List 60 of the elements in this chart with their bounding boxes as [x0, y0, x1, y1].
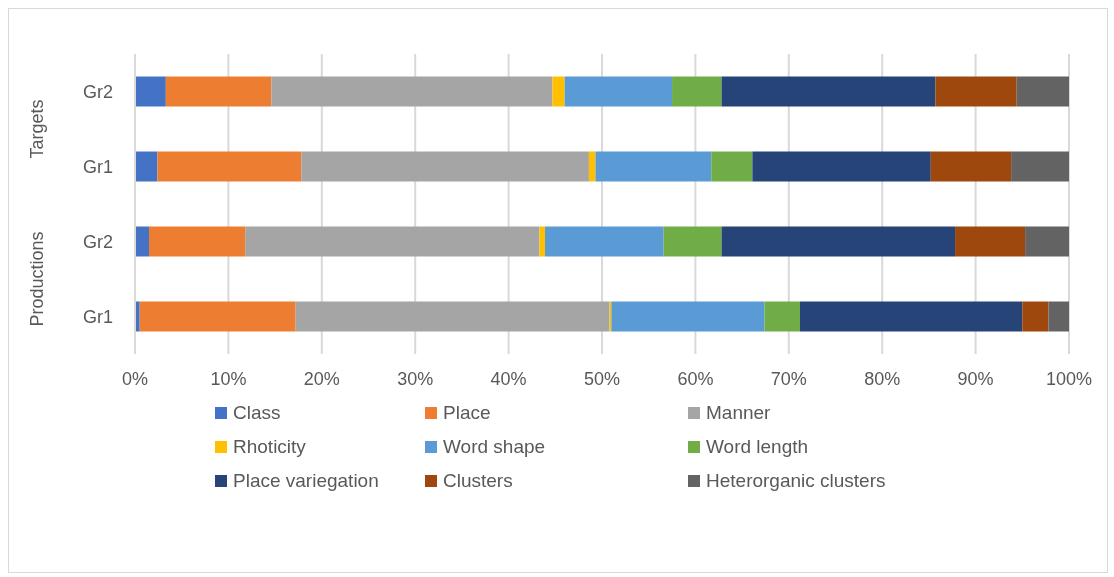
x-tick-label: 0%	[121, 368, 149, 389]
x-tick-label: 50%	[583, 368, 621, 389]
bar	[672, 76, 722, 107]
bar	[588, 151, 596, 182]
x-tick-label: 70%	[770, 368, 807, 389]
x-tick-label: 60%	[677, 368, 714, 389]
x-tick-label: 40%	[490, 368, 527, 389]
legend-label: Word length	[706, 436, 809, 458]
legend-label: Word shape	[443, 436, 546, 458]
legend-label: Clusters	[443, 470, 513, 492]
bar	[611, 301, 765, 332]
legend-label: Place variegation	[233, 470, 379, 492]
legend-label: Place	[443, 402, 491, 424]
bar	[955, 226, 1026, 257]
bar	[595, 151, 712, 182]
bar	[545, 226, 664, 257]
bar	[1022, 301, 1049, 332]
bar	[711, 151, 753, 182]
legend-label: Class	[233, 402, 281, 424]
bar	[552, 76, 565, 107]
x-tick-label: 80%	[864, 368, 901, 389]
x-tick-label: 100%	[1045, 368, 1093, 389]
bar	[752, 151, 931, 182]
bar	[135, 226, 150, 257]
bar	[539, 226, 546, 257]
bar	[1048, 301, 1069, 332]
y-tick-label: Gr1	[82, 156, 113, 177]
text: Targets	[26, 99, 48, 159]
bar	[1011, 151, 1069, 182]
bar	[165, 76, 272, 107]
text: Productions	[26, 231, 48, 327]
y-tick-label: Gr1	[82, 306, 113, 327]
y-tick-label: Gr2	[82, 81, 113, 102]
bar	[663, 226, 722, 257]
bar	[301, 151, 589, 182]
x-tick-label: 10%	[210, 368, 247, 389]
x-tick-label: 30%	[397, 368, 434, 389]
x-tick-label: 20%	[303, 368, 340, 389]
bar	[295, 301, 610, 332]
legend-label: Heterorganic clusters	[706, 470, 886, 492]
legend-label: Rhoticity	[233, 436, 306, 458]
bar	[935, 76, 1017, 107]
bar	[157, 151, 302, 182]
bar	[1025, 226, 1069, 257]
y-tick-label: Gr2	[82, 231, 113, 252]
bar	[564, 76, 673, 107]
bar	[721, 226, 956, 257]
legend-label: Manner	[706, 402, 771, 424]
x-tick-label: 90%	[957, 368, 994, 389]
bar	[149, 226, 246, 257]
bar	[135, 151, 158, 182]
bar	[135, 76, 166, 107]
bar	[721, 76, 936, 107]
bar	[271, 76, 553, 107]
bar	[930, 151, 1012, 182]
bar	[764, 301, 801, 332]
bar	[139, 301, 296, 332]
bar	[245, 226, 540, 257]
bar	[1016, 76, 1069, 107]
bar	[800, 301, 1023, 332]
